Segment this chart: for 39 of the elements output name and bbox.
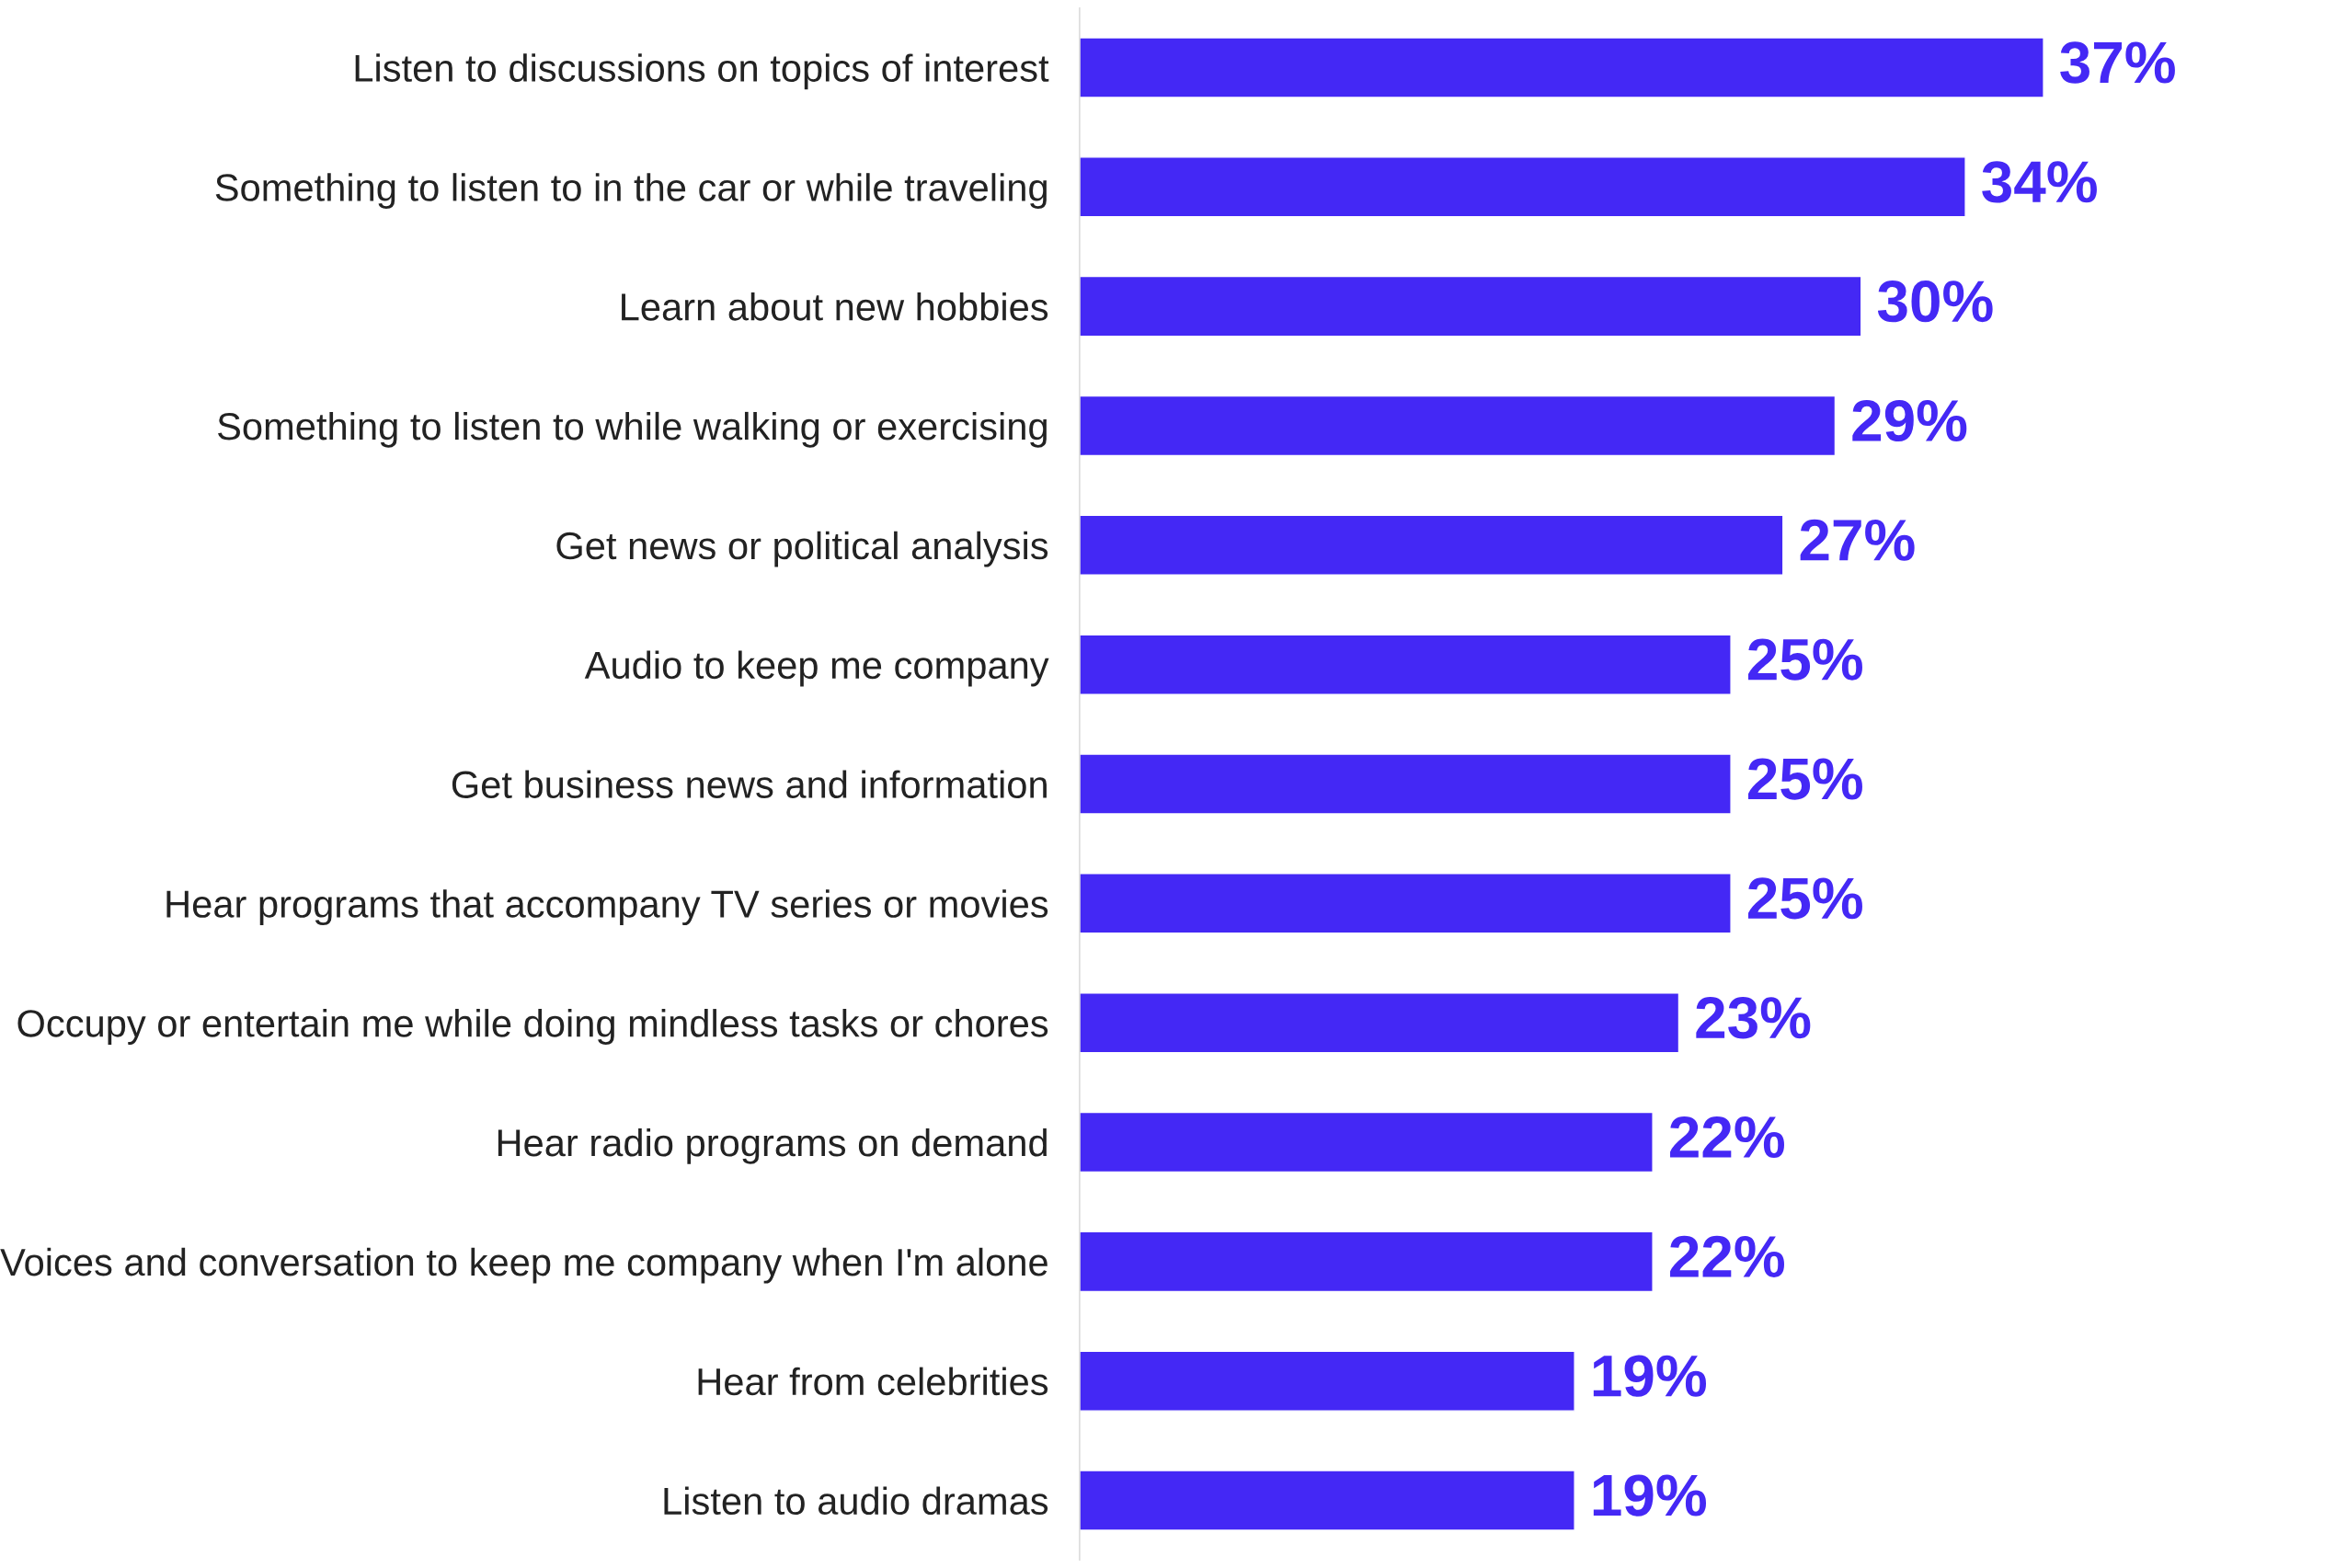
y-tick-label: Occupy or entertain me while doing mindless tasks or chores [17, 1009, 1048, 1045]
bar [1079, 514, 1784, 576]
data-label: 19% [1593, 1355, 1707, 1397]
data-label: 23% [1696, 997, 1811, 1039]
bar [1079, 1230, 1654, 1293]
bar [1079, 156, 1966, 218]
data-label: 19% [1593, 1474, 1707, 1516]
data-label: 25% [1748, 638, 1862, 681]
data-label: 25% [1748, 758, 1862, 800]
data-label: 22% [1670, 1116, 1784, 1159]
data-label: 27% [1800, 519, 1915, 561]
data-label: 29% [1852, 399, 1967, 442]
data-label: 34% [1982, 161, 2097, 203]
bar [1079, 873, 1732, 934]
data-label: 37% [2060, 41, 2175, 84]
y-tick-label: Audio to keep me company [584, 650, 1049, 687]
bar [1079, 753, 1732, 815]
bar [1079, 1470, 1575, 1531]
bar [1079, 275, 1862, 338]
data-label: 22% [1670, 1235, 1784, 1277]
y-tick-label: Something to listen to while walking or exercising [217, 411, 1047, 448]
y-tick-label: Learn about new hobbies [622, 292, 1048, 321]
bar [1079, 395, 1837, 457]
data-label: 25% [1748, 877, 1862, 920]
bar [1079, 1111, 1654, 1173]
y-tick-label: Hear from celebrities [698, 1367, 1048, 1396]
y-tick-label: Listen to discussions on topics of interest [355, 53, 1049, 90]
y-tick-label: Hear programs that accompany TV series or movies [166, 889, 1048, 926]
y-tick-label: Voices and conversation to keep me company when I'm alone [0, 1247, 1048, 1284]
y-tick-label: Something to listen to in the car or while traveling [215, 173, 1047, 210]
data-label: 30% [1877, 280, 1993, 323]
bar [1079, 37, 2044, 98]
y-tick-label: Hear radio programs on demand [498, 1127, 1047, 1164]
bar [1079, 634, 1732, 695]
bar [1079, 1350, 1575, 1412]
y-tick-label: Listen to audio dramas [664, 1486, 1048, 1516]
y-tick-label: Get business news and information [452, 770, 1047, 799]
bar [1079, 992, 1680, 1054]
y-tick-label: Get news or political analysis [556, 531, 1048, 567]
